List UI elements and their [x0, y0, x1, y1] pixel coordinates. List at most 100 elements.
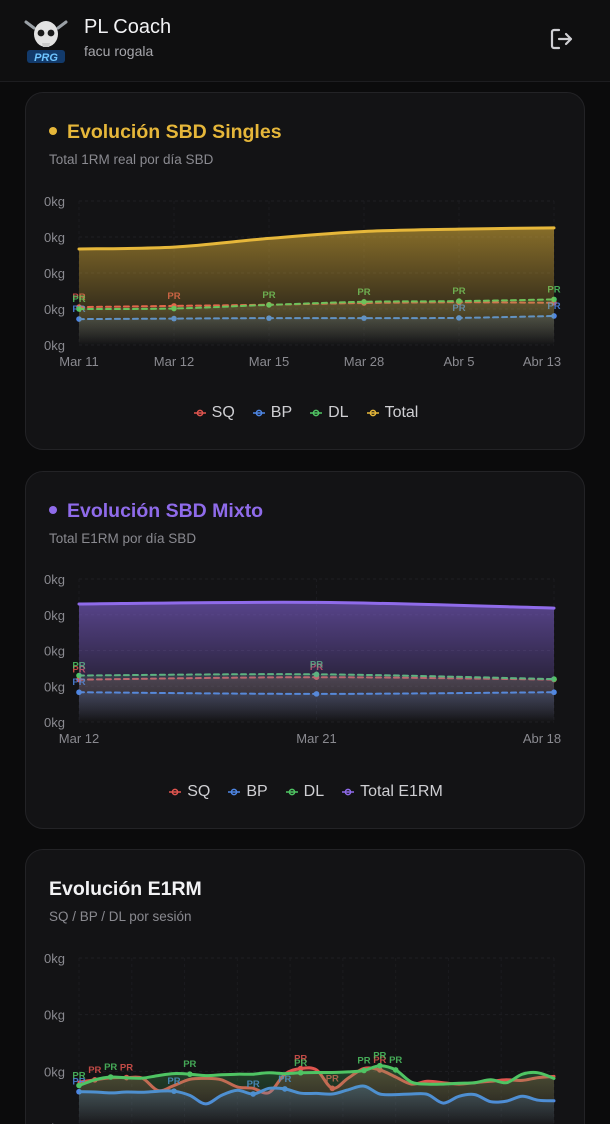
chart-subtitle: Total E1RM por día SBD — [49, 531, 197, 546]
legend-label: Total E1RM — [360, 783, 443, 800]
pr-label: PR — [72, 1077, 85, 1088]
y-tick-label: 0kg — [44, 1064, 65, 1079]
x-tick-label: Mar 15 — [249, 354, 289, 369]
chart-legend: SQ BP DL Total E1RM — [26, 783, 586, 801]
x-tick-label: Mar 12 — [59, 731, 99, 746]
y-tick-label: 0kg — [44, 715, 65, 730]
legend-label: SQ — [187, 783, 211, 800]
y-tick-label: 0kg — [44, 194, 65, 209]
data-point[interactable] — [297, 1069, 304, 1076]
x-tick-label: Abr 18 — [523, 731, 561, 746]
legend-marker-icon — [228, 788, 241, 796]
card-title: Evolución SBD Mixto — [49, 500, 263, 523]
series-line-total-e1rm[interactable] — [77, 600, 556, 610]
data-point[interactable] — [361, 1067, 367, 1074]
series-line-total[interactable] — [77, 226, 556, 251]
pr-label: PR — [88, 1065, 101, 1076]
legend-marker-icon — [252, 409, 265, 417]
data-point[interactable] — [297, 1065, 304, 1072]
x-tick-label: Mar 12 — [154, 354, 194, 369]
pr-label: PR — [373, 1051, 386, 1062]
card-title: Evolución SBD Singles — [49, 121, 282, 144]
legend-label: DL — [303, 783, 325, 800]
chart-title: Evolución E1RM — [49, 878, 202, 900]
legend-item-bp[interactable]: BP — [228, 783, 268, 801]
y-tick-label: 0kg — [44, 1121, 65, 1124]
pr-label: PR — [294, 1054, 307, 1065]
user-name: facu rogala — [84, 43, 154, 59]
y-tick-label: 0kg — [44, 230, 65, 245]
legend-marker-icon — [366, 409, 379, 417]
card-sbd-mixto: Evolución SBD Mixto Total E1RM por día S… — [25, 471, 585, 829]
legend-label: BP — [270, 404, 293, 421]
legend-item-dl[interactable]: DL — [285, 783, 325, 801]
legend-item-bp[interactable]: BP — [252, 404, 293, 422]
x-tick-label: Abr 5 — [443, 354, 474, 369]
y-tick-label: 0kg — [44, 608, 65, 623]
series-area-total — [79, 227, 554, 345]
pr-label: PR — [72, 1071, 85, 1082]
x-tick-label: Mar 28 — [344, 354, 384, 369]
chart-subtitle: SQ / BP / DL por sesión — [49, 909, 192, 924]
pr-label: PR — [183, 1059, 196, 1070]
chart-title: Evolución SBD Mixto — [67, 500, 264, 522]
series-area-total-e1rm — [79, 602, 554, 722]
y-tick-label: 0kg — [44, 679, 65, 694]
y-tick-label: 0kg — [44, 338, 65, 353]
y-tick-label: 0kg — [44, 266, 65, 281]
legend-item-total[interactable]: Total — [366, 404, 419, 422]
pr-label: PR — [373, 1055, 386, 1066]
pr-label: PR — [357, 1055, 370, 1066]
title-dot — [49, 127, 57, 135]
legend-marker-icon — [193, 409, 206, 417]
card-sbd-singles: Evolución SBD Singles Total 1RM real por… — [25, 92, 585, 450]
legend-label: Total — [384, 404, 419, 421]
legend-marker-icon — [342, 788, 355, 796]
y-tick-label: 0kg — [44, 644, 65, 659]
legend-marker-icon — [310, 409, 323, 417]
pr-label: PR — [120, 1063, 133, 1074]
data-point[interactable] — [107, 1074, 114, 1080]
legend-label: DL — [328, 404, 349, 421]
pr-label: PR — [547, 301, 560, 312]
chart-title: Evolución SBD Singles — [67, 121, 282, 143]
data-point[interactable] — [377, 1062, 383, 1069]
y-tick-label: 0kg — [44, 302, 65, 317]
card-title: Evolución E1RM — [49, 878, 202, 901]
skull-logo-icon: PRG — [24, 20, 68, 64]
series-line-dl[interactable] — [77, 1064, 556, 1087]
logo-text: PRG — [34, 52, 58, 64]
chart-e1rm: 0kg0kg0kg0kgPRPRPRPRPRPRPRPRPRPRPRPRPRPR… — [44, 951, 556, 1124]
data-point[interactable] — [392, 1067, 399, 1073]
legend-item-total-e1rm[interactable]: Total E1RM — [342, 783, 443, 801]
pr-label: PR — [294, 1058, 307, 1069]
legend-item-sq[interactable]: SQ — [193, 404, 235, 422]
pr-label: PR — [104, 1062, 117, 1073]
legend-item-dl[interactable]: DL — [310, 404, 349, 422]
chart-subtitle: Total 1RM real por día SBD — [49, 152, 214, 167]
card-e1rm: Evolución E1RM SQ / BP / DL por sesión 0… — [25, 849, 585, 1124]
logout-icon[interactable] — [548, 26, 576, 52]
app-title: PL Coach — [84, 16, 172, 38]
chart-legend: SQ BP DL Total — [26, 404, 586, 422]
legend-marker-icon — [285, 788, 298, 796]
y-tick-label: 0kg — [44, 572, 65, 587]
pr-label: PR — [389, 1055, 402, 1066]
pr-label: PR — [547, 284, 560, 295]
title-dot — [49, 506, 57, 514]
data-point[interactable] — [76, 1082, 82, 1089]
x-tick-label: Abr 13 — [523, 354, 561, 369]
series-area-dl — [79, 1065, 554, 1124]
legend-label: BP — [246, 783, 268, 800]
y-tick-label: 0kg — [44, 1008, 65, 1023]
x-tick-label: Mar 21 — [296, 731, 336, 746]
legend-item-sq[interactable]: SQ — [169, 783, 210, 801]
y-tick-label: 0kg — [44, 951, 65, 966]
legend-label: SQ — [211, 404, 235, 421]
app-header: PRG PL Coach facu rogala — [0, 0, 610, 82]
legend-marker-icon — [169, 788, 182, 796]
data-point[interactable] — [187, 1071, 193, 1077]
x-tick-label: Mar 11 — [59, 354, 99, 369]
